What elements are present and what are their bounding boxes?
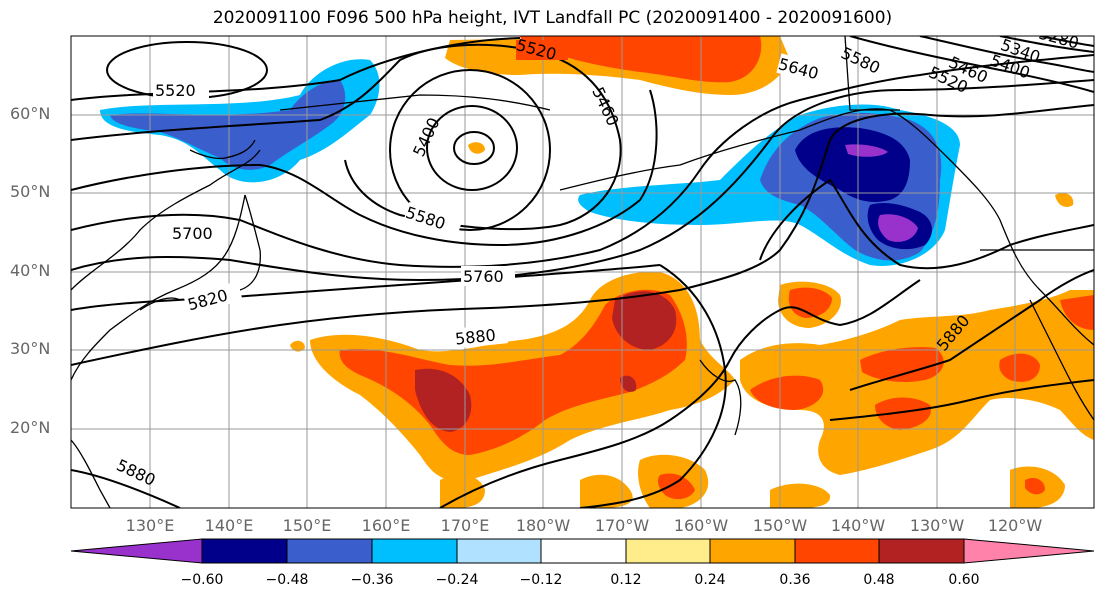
colorbar-segment [540, 538, 627, 564]
colorbar-segment [70, 538, 203, 564]
lon-label: 150°E [282, 516, 332, 535]
lat-label: 60°N [10, 104, 51, 123]
colorbar-tick-label: 0.60 [948, 572, 980, 588]
lon-label: 130°E [125, 516, 175, 535]
colorbar-segment [456, 538, 542, 564]
lon-label: 140°E [204, 516, 254, 535]
contour-label: 5760 [463, 267, 504, 286]
contour-label: 5700 [172, 224, 213, 243]
colorbar-tick-label: 0.36 [779, 572, 811, 588]
colorbar-tick-label: −0.60 [180, 572, 224, 588]
lat-label: 50°N [10, 182, 51, 201]
map-area: 5520 5520 5460 5400 5580 5700 5820 5760 … [71, 36, 1094, 508]
colorbar-segment [201, 538, 288, 564]
lon-label: 130°W [909, 516, 965, 535]
lon-label: 170°E [440, 516, 490, 535]
lon-label: 140°W [830, 516, 886, 535]
colorbar-tick-label: 0.24 [694, 572, 726, 588]
negative-ivt-shading [100, 59, 960, 266]
colorbar-tick-label: −0.12 [519, 572, 563, 588]
colorbar-segment [286, 538, 373, 564]
lon-label: 150°W [752, 516, 808, 535]
colorbar-tick-label: −0.36 [350, 572, 394, 588]
lon-label: 160°E [361, 516, 411, 535]
lon-label: 170°W [594, 516, 650, 535]
colorbar-segment [963, 538, 1095, 564]
colorbar-tick-label: −0.24 [435, 572, 479, 588]
colorbar-tick-label: −0.48 [265, 572, 309, 588]
contour-label: 5520 [155, 81, 196, 100]
colorbar-segment [625, 538, 711, 564]
colorbar-segment [794, 538, 880, 564]
map-title: 2020091100 F096 500 hPa height, IVT Land… [212, 8, 893, 28]
height-contours [71, 36, 1094, 508]
lon-label: 180°W [515, 516, 571, 535]
colorbar-segment [878, 538, 965, 564]
lat-label: 20°N [10, 418, 51, 437]
lon-label: 160°W [673, 516, 729, 535]
colorbar [70, 538, 1095, 564]
colorbar-tick-label: 0.12 [610, 572, 642, 588]
coastlines [71, 36, 1094, 508]
colorbar-segment [371, 538, 458, 564]
colorbar-segment [709, 538, 796, 564]
contour-label: 5880 [454, 325, 496, 348]
colorbar-tick-label: 0.48 [863, 572, 895, 588]
map-frame [70, 35, 1095, 509]
lon-label: 120°W [987, 516, 1043, 535]
lat-label: 30°N [10, 339, 51, 358]
lat-label: 40°N [10, 261, 51, 280]
